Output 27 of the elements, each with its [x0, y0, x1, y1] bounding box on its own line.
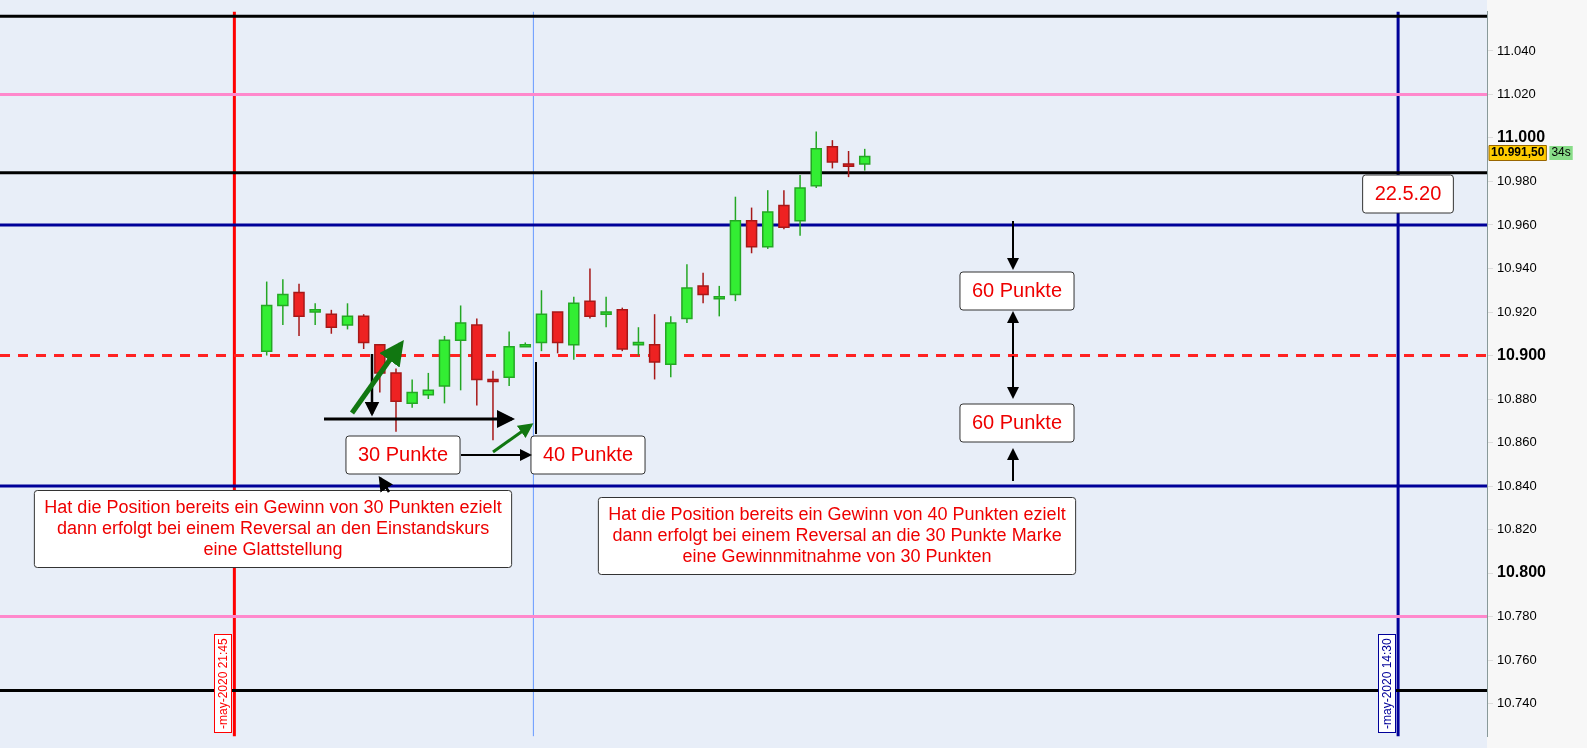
y-tick-label: 10.960 [1497, 216, 1537, 232]
annotation: -may-2020 21:45 [214, 634, 233, 734]
y-tick-label: 10.980 [1497, 173, 1537, 189]
y-tick-label: 10.920 [1497, 303, 1537, 319]
y-tick-label: 10.740 [1497, 695, 1537, 711]
y-tick-label: 10.820 [1497, 521, 1537, 537]
text: 34s [1551, 145, 1571, 160]
y-tick-label: 11.040 [1497, 42, 1536, 58]
annotation: 60 Punkte [971, 278, 1063, 301]
annotation: 60 Punkte [971, 410, 1063, 433]
annotation: 40 Punkte [542, 442, 634, 465]
y-tick-label: 10.880 [1497, 390, 1537, 406]
y-tick-label: 10.900 [1497, 345, 1547, 363]
y-tick-label: 11.020 [1497, 86, 1536, 102]
y-tick-label: 10.940 [1497, 260, 1537, 276]
y-tick-label: 10.780 [1497, 608, 1537, 624]
y-tick-label: 11.000 [1497, 128, 1546, 146]
annotation: Hat die Position bereits ein Gewinn von 30 Punkten ezielt dann erfolgt bei einem Reversal an den Einstandskurs eine Glattstellung [44, 496, 502, 559]
annotation: Hat die Position bereits ein Gewinn von 40 Punkten ezielt dann erfolgt bei einem Reversal an die 30 Punkte Marke eine Gewinnmitnahme von 30 Punkten [608, 503, 1066, 566]
y-tick-label: 10.800 [1497, 563, 1547, 581]
y-tick-label: 10.860 [1497, 434, 1537, 450]
annotation: 30 Punkte [357, 442, 449, 465]
y-tick-label: 10.760 [1497, 651, 1537, 667]
annotation: -may-2020 14:30 [1378, 634, 1397, 734]
text: 10.991,50 [1491, 145, 1545, 160]
annotation: 22.5.20 [1374, 181, 1442, 204]
y-tick-label: 10.840 [1497, 477, 1537, 493]
